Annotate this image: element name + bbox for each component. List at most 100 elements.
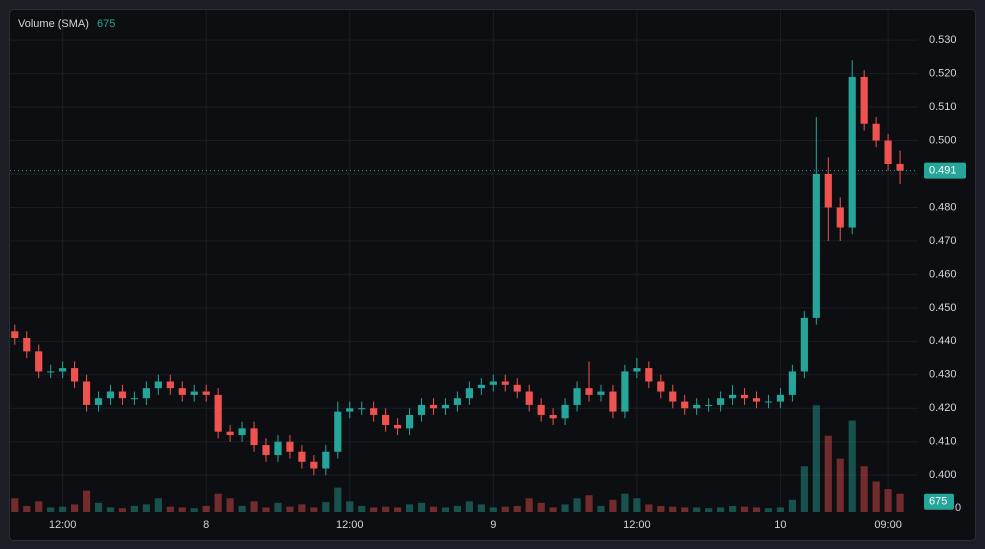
candle-body xyxy=(525,391,533,405)
candle-body xyxy=(417,404,426,415)
volume-bar xyxy=(298,504,306,512)
candle-body xyxy=(453,398,462,405)
volume-bar xyxy=(82,490,91,512)
candle-body xyxy=(441,404,450,409)
y-tick-label: 0.400 xyxy=(929,469,957,481)
candle-body xyxy=(202,391,210,395)
volume-bar xyxy=(358,505,366,512)
volume-bar xyxy=(262,507,270,512)
candle-body xyxy=(896,163,904,171)
volume-bar xyxy=(417,502,426,512)
volume-bar xyxy=(47,507,55,512)
y-tick-label: 0.500 xyxy=(929,134,957,146)
y-tick-label: 0.470 xyxy=(929,235,957,247)
y-tick-label: 0.530 xyxy=(929,34,957,46)
candle-body xyxy=(537,404,545,415)
candle-body xyxy=(477,384,485,389)
volume-bar xyxy=(609,499,617,512)
candle-body xyxy=(764,401,773,403)
volume-bar xyxy=(549,507,557,512)
volume-bar xyxy=(310,507,318,512)
x-tick-label: 12:00 xyxy=(49,519,77,531)
last-price-label: 0.491 xyxy=(929,165,957,177)
volume-sma-label: 675 xyxy=(929,496,947,508)
candle-body xyxy=(190,391,198,395)
volume-bar xyxy=(896,493,904,512)
volume-bar xyxy=(166,506,174,512)
candle-body xyxy=(142,388,150,399)
candle-body xyxy=(274,441,282,456)
volume-bar xyxy=(788,499,796,512)
candle-body xyxy=(166,381,174,389)
candle-body xyxy=(382,414,390,425)
volume-bar xyxy=(382,506,390,512)
x-tick-label: 9 xyxy=(490,519,496,531)
candle-body xyxy=(860,76,868,124)
volume-bar xyxy=(872,481,880,512)
legend-value: 675 xyxy=(97,18,115,30)
candle-body xyxy=(489,381,497,385)
volume-bar xyxy=(202,505,210,512)
candle-body xyxy=(561,404,569,419)
candle-body xyxy=(705,404,713,406)
volume-bar xyxy=(501,506,509,512)
candle-body xyxy=(872,123,880,141)
volume-bar xyxy=(489,507,497,512)
candle-body xyxy=(23,337,31,352)
candle-body xyxy=(298,451,306,462)
candle-body xyxy=(226,431,234,436)
volume-bar xyxy=(752,507,761,512)
x-tick-label: 10 xyxy=(774,519,786,531)
candle-body xyxy=(334,411,342,452)
volume-bar xyxy=(274,502,282,512)
volume-bar xyxy=(717,507,725,512)
volume-bar xyxy=(71,504,79,512)
candle-body xyxy=(405,414,414,429)
candle-body xyxy=(633,368,641,372)
volume-bar xyxy=(848,420,856,512)
candle-body xyxy=(884,140,892,164)
candle-body xyxy=(71,368,79,382)
y-tick-label: 0.520 xyxy=(929,67,957,79)
volume-bar xyxy=(669,506,677,512)
candle-body xyxy=(310,461,318,469)
candle-body xyxy=(513,384,521,392)
y-tick-label: 0.440 xyxy=(929,335,957,347)
volume-bar xyxy=(561,504,569,512)
volume-bar xyxy=(657,505,665,512)
volume-bar xyxy=(322,502,330,512)
volume-bar xyxy=(836,458,844,512)
candle-body xyxy=(609,391,617,412)
volume-bar xyxy=(513,505,521,512)
candle-body xyxy=(346,408,354,412)
volume-sma-badge xyxy=(924,493,954,510)
volume-bar xyxy=(728,505,737,512)
volume-bar xyxy=(585,495,593,512)
volume-bar xyxy=(11,498,19,512)
candle-body xyxy=(358,408,366,410)
candle-body xyxy=(848,76,856,228)
candle-body xyxy=(669,391,677,402)
volume-bar xyxy=(477,504,485,512)
volume-tick-label: 0 xyxy=(955,502,961,514)
candle-body xyxy=(322,451,330,469)
volume-bar xyxy=(465,501,473,512)
candle-body xyxy=(11,331,19,338)
volume-bar xyxy=(405,504,414,512)
volume-bar xyxy=(800,466,808,512)
volume-bar xyxy=(190,508,198,512)
candle-body xyxy=(154,381,162,389)
y-tick-label: 0.480 xyxy=(929,201,957,213)
x-tick-label: 09:00 xyxy=(874,519,902,531)
volume-bar xyxy=(130,505,139,512)
volume-bar xyxy=(214,493,222,512)
volume-bar xyxy=(441,507,450,512)
candle-body xyxy=(59,368,67,372)
volume-bar xyxy=(250,501,258,512)
candle-body xyxy=(118,391,127,399)
candle-body xyxy=(836,207,844,228)
volume-bar xyxy=(633,498,641,512)
candle-body xyxy=(286,441,294,452)
volume-bar xyxy=(740,506,749,512)
